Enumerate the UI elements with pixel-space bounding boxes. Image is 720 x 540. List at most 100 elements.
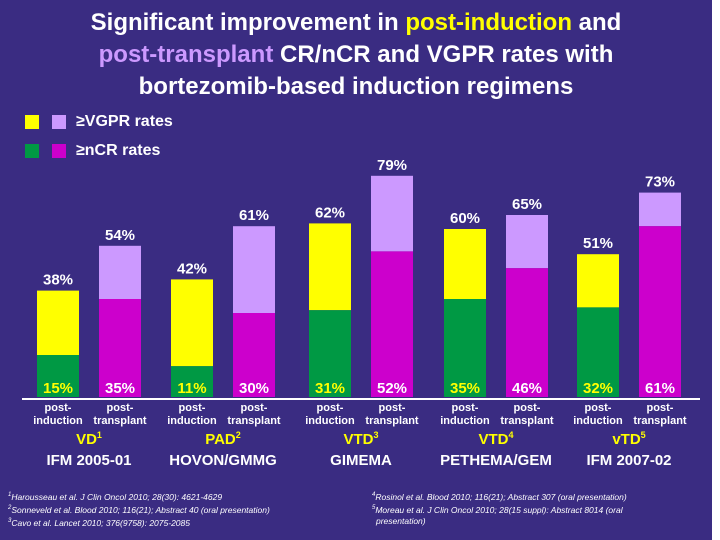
bar-ncr-transplant-1 [99, 299, 141, 397]
data-label-ncr: 52% [377, 380, 407, 397]
data-label-ncr: 35% [450, 380, 480, 397]
regimen-ref: 1 [97, 430, 102, 440]
data-label-vgpr: 51% [583, 235, 613, 252]
reference-5: 5Moreau et al. J Clin Oncol 2010; 28(15 … [372, 503, 627, 516]
title-line-1: Significant improvement in post-inductio… [0, 8, 712, 38]
regimen-label: VTD3 [343, 430, 378, 448]
bar-vgpr-induction-4 [444, 229, 486, 299]
bar-vgpr-transplant-4 [506, 215, 548, 269]
study-label: PETHEMA/GEM [440, 452, 552, 469]
tick-label-line1: post- [379, 402, 406, 414]
right-edge [712, 0, 720, 540]
title-line-2: post-transplant CR/nCR and VGPR rates wi… [0, 40, 712, 70]
title-highlight-post-transplant: post-transplant [98, 41, 274, 68]
reference-number: 5 [372, 504, 376, 511]
title-line-3: bortezomib-based induction regimens [0, 72, 712, 102]
regimen-ref: 2 [236, 430, 241, 440]
tick-label-line1: post- [585, 402, 612, 414]
tick-label-line2: transplant [227, 415, 281, 427]
tick-label-line1: post- [317, 402, 344, 414]
bar-vgpr-transplant-3 [371, 175, 413, 252]
legend-label-ncr: ≥nCR rates [76, 142, 161, 159]
bar-ncr-transplant-2 [233, 313, 275, 397]
bar-ncr-induction-1 [37, 355, 79, 397]
data-label-ncr: 30% [239, 380, 269, 397]
study-label: HOVON/GMMG [169, 452, 277, 469]
title-text: CR/nCR and VGPR rates with [273, 41, 614, 68]
bar-vgpr-induction-3 [309, 223, 351, 311]
regimen-ref: 4 [508, 430, 513, 440]
bar-vgpr-induction-1 [37, 290, 79, 355]
study-label: IFM 2005-01 [46, 452, 131, 469]
reference-number: 3 [8, 517, 12, 524]
data-label-vgpr: 60% [450, 210, 480, 227]
data-label-vgpr: 62% [315, 204, 345, 221]
references-right: 4Rosinol et al. Blood 2010; 116(21); Abs… [372, 490, 627, 527]
data-label-vgpr: 73% [645, 174, 675, 191]
reference-2: 2Sonneveld et al. Blood 2010; 116(21); A… [8, 503, 270, 516]
references-left: 1Harousseau et al. J Clin Oncol 2010; 28… [8, 490, 270, 528]
title-text: Significant improvement in [90, 9, 406, 36]
tick-label-line2: transplant [365, 415, 419, 427]
tick-label-line1: post- [647, 402, 674, 414]
data-label-ncr: 61% [645, 380, 675, 397]
reference-1: 1Harousseau et al. J Clin Oncol 2010; 28… [8, 490, 270, 503]
reference-text: Rosinol et al. Blood 2010; 116(21); Abst… [375, 491, 627, 502]
bar-ncr-transplant-4 [506, 268, 548, 397]
tick-label-line2: transplant [633, 415, 687, 427]
reference-4: 4Rosinol et al. Blood 2010; 116(21); Abs… [372, 490, 627, 503]
reference-number: 1 [8, 492, 12, 498]
bar-vgpr-transplant-1 [99, 245, 141, 299]
tick-label-line1: post- [107, 402, 134, 414]
legend-swatch-induction-ncr [25, 144, 39, 158]
tick-label-line2: induction [305, 415, 355, 427]
tick-label-line1: post- [514, 402, 541, 414]
reference-text: Moreau et al. J Clin Oncol 2010; 28(15 s… [375, 504, 623, 515]
tick-label-line1: post- [452, 402, 479, 414]
regimen-ref: 3 [373, 430, 378, 440]
reference-text: Cavo et al. Lancet 2010; 376(9758): 2075… [11, 517, 190, 528]
reference-number: 4 [372, 492, 376, 498]
reference-text: Harousseau et al. J Clin Oncol 2010; 28(… [11, 491, 223, 502]
title-text: and [572, 9, 622, 36]
tick-label-line2: induction [167, 415, 217, 427]
bar-ncr-induction-3 [309, 310, 351, 397]
data-label-vgpr: 54% [105, 227, 135, 244]
regimen-label: PAD2 [205, 430, 241, 448]
title-text: bortezomib-based induction regimens [138, 73, 574, 100]
data-label-vgpr: 65% [512, 196, 542, 213]
data-label-ncr: 15% [43, 380, 73, 397]
bar-ncr-transplant-5 [639, 226, 681, 397]
regimen-label: vTD5 [612, 430, 645, 448]
data-label-ncr: 11% [177, 380, 206, 397]
data-label-vgpr: 38% [43, 272, 73, 289]
tick-label-line1: post- [179, 402, 206, 414]
data-label-ncr: 32% [583, 380, 613, 397]
legend-label-vgpr: ≥VGPR rates [76, 113, 173, 130]
data-label-vgpr: 79% [377, 157, 407, 174]
tick-label-line2: induction [573, 415, 623, 427]
data-label-ncr: 35% [105, 380, 135, 397]
bar-ncr-transplant-3 [371, 251, 413, 397]
legend-swatch-induction-vgpr [25, 115, 39, 129]
bar-vgpr-transplant-5 [639, 192, 681, 227]
reference-3: 3Cavo et al. Lancet 2010; 376(9758): 207… [8, 516, 270, 529]
regimen-ref: 5 [641, 430, 646, 440]
regimen-label: VTD4 [478, 430, 513, 448]
data-label-ncr: 46% [512, 380, 542, 397]
study-label: IFM 2007-02 [586, 452, 671, 469]
tick-label-line1: post- [45, 402, 72, 414]
study-label: GIMEMA [330, 452, 392, 469]
reference-text: Sonneveld et al. Blood 2010; 116(21); Ab… [11, 504, 270, 515]
data-label-vgpr: 42% [177, 260, 207, 277]
bar-ncr-induction-4 [444, 299, 486, 397]
bar-ncr-induction-2 [171, 366, 213, 397]
data-label-ncr: 31% [315, 380, 345, 397]
legend-swatch-transplant-ncr [52, 144, 66, 158]
reference-text: presentation) [376, 515, 426, 526]
bar-vgpr-induction-2 [171, 279, 213, 367]
title-highlight-post-induction: post-induction [405, 9, 572, 36]
tick-label-line2: induction [33, 415, 83, 427]
legend-swatch-transplant-vgpr [52, 115, 66, 129]
